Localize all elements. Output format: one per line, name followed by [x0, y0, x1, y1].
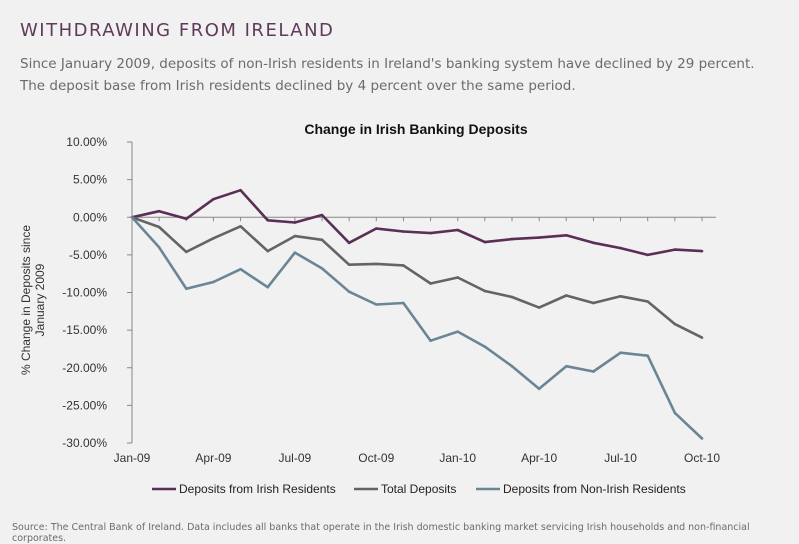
data-point: [184, 217, 188, 221]
chart-axes: 10.00% 5.00% 0.00% -5.00% -10.00% -15.00% -20.…: [62, 135, 720, 465]
data-point: [374, 262, 378, 266]
data-point: [564, 234, 568, 237]
data-point: [347, 241, 351, 245]
data-point: [184, 287, 188, 291]
data-point: [619, 351, 622, 355]
data-point: [592, 370, 595, 373]
data-point: [374, 227, 378, 230]
page-subtitle: Since January 2009, deposits of non-Iris…: [20, 56, 755, 94]
data-point: [266, 218, 270, 222]
data-point: [402, 230, 405, 233]
data-point: [619, 294, 622, 298]
data-point: [266, 249, 270, 253]
data-point: [646, 253, 650, 257]
legend-label: Deposits from Irish Residents: [179, 482, 336, 496]
data-point: [402, 301, 405, 305]
y-tick-label: -20.00%: [62, 361, 107, 375]
x-tick-label: Oct-10: [684, 451, 720, 465]
x-tick-label: Apr-09: [195, 451, 231, 465]
data-point: [510, 364, 514, 368]
data-point: [402, 264, 405, 267]
data-point: [564, 364, 568, 368]
data-point: [429, 339, 432, 342]
y-tick-label: -25.00%: [62, 398, 107, 412]
data-point: [510, 237, 514, 241]
data-point: [673, 322, 677, 326]
data-point: [347, 290, 351, 294]
data-point: [483, 345, 487, 348]
y-axis-label: % Change in Deposits since January 2009: [19, 225, 47, 375]
y-tick-label: 0.00%: [73, 210, 107, 224]
data-point: [564, 294, 568, 297]
data-point: [646, 354, 650, 358]
data-point: [619, 246, 622, 250]
data-point: [456, 330, 460, 333]
series-line-3: [131, 216, 703, 440]
y-axis-label-line-2: January 2009: [33, 263, 47, 336]
data-point: [537, 306, 541, 309]
x-tick-label: Oct-09: [358, 451, 394, 465]
data-point: [537, 236, 541, 239]
data-point: [700, 437, 704, 440]
deposits-line-chart: Change in Irish Banking Deposits % Chang…: [19, 121, 720, 496]
data-point: [266, 285, 270, 289]
data-point: [592, 241, 595, 245]
data-point: [646, 300, 650, 303]
series-line-2: [131, 216, 703, 339]
y-tick-label: -15.00%: [62, 323, 107, 337]
x-tick-label: Apr-10: [521, 451, 557, 465]
data-point: [483, 289, 487, 293]
data-point: [184, 250, 188, 254]
data-point: [320, 267, 324, 270]
source-note: Source: The Central Bank of Ireland. Dat…: [12, 522, 750, 544]
y-tick-label: -30.00%: [62, 436, 107, 450]
data-point: [510, 295, 514, 299]
data-point: [212, 237, 215, 240]
data-point: [700, 336, 704, 339]
data-point: [700, 249, 704, 253]
data-point: [212, 197, 215, 201]
data-point: [429, 282, 432, 285]
data-point: [157, 246, 161, 249]
data-point: [293, 234, 297, 238]
data-point: [347, 263, 351, 266]
y-tick-label: -10.00%: [62, 286, 107, 300]
chart-title: Change in Irish Banking Deposits: [304, 121, 527, 137]
data-point: [212, 280, 215, 284]
data-point: [239, 224, 242, 228]
data-point: [456, 228, 460, 232]
data-point: [293, 221, 297, 224]
legend-label: Total Deposits: [381, 482, 456, 496]
data-point: [320, 238, 324, 242]
data-point: [592, 301, 595, 305]
chart-series: [130, 188, 704, 440]
data-point: [456, 276, 460, 279]
series-line-1: [131, 188, 703, 257]
data-point: [673, 411, 677, 415]
x-tick-label: Jan-10: [439, 451, 476, 465]
page-title: WITHDRAWING FROM IRELAND: [20, 20, 335, 41]
x-tick-label: Jan-09: [114, 451, 151, 465]
y-tick-label: 10.00%: [66, 135, 107, 149]
data-point: [374, 303, 378, 306]
y-axis-label-line-1: % Change in Deposits since: [19, 225, 33, 375]
data-point: [320, 213, 324, 217]
data-point: [537, 387, 541, 391]
y-tick-label: -5.00%: [69, 248, 107, 262]
data-point: [239, 188, 242, 192]
y-tick-label: 5.00%: [73, 173, 107, 187]
chart-legend: Deposits from Irish Residents Total Depos…: [152, 482, 686, 496]
data-point: [673, 248, 677, 251]
data-point: [483, 240, 487, 244]
data-point: [157, 209, 161, 213]
x-tick-label: Jul-10: [604, 451, 637, 465]
x-tick-label: Jul-09: [279, 451, 312, 465]
data-point: [157, 225, 161, 229]
data-point: [293, 251, 297, 254]
data-point: [429, 231, 432, 235]
legend-label: Deposits from Non-Irish Residents: [503, 482, 686, 496]
data-point: [130, 215, 134, 219]
data-point: [239, 267, 242, 271]
